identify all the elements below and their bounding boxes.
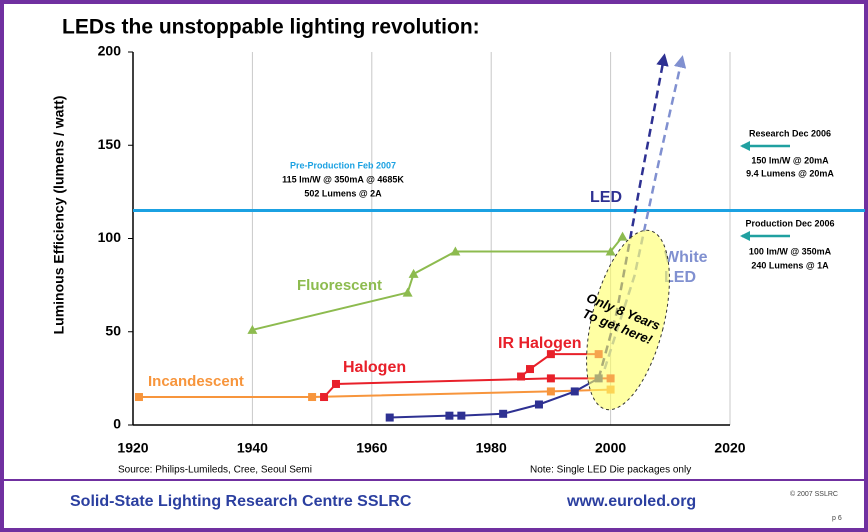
annotation: 100 lm/W @ 350mA (749, 246, 832, 256)
y-tick-label: 150 (98, 136, 122, 152)
point (320, 393, 328, 401)
point (547, 387, 555, 395)
point (457, 412, 465, 420)
chart-title: LEDs the unstoppable lighting revolution… (62, 16, 480, 39)
annotation: 9.4 Lumens @ 20mA (746, 168, 834, 178)
point (135, 393, 143, 401)
point (526, 365, 534, 373)
footnote: Note: Single LED Die packages only (530, 465, 691, 476)
point (499, 410, 507, 418)
y-tick-label: 200 (98, 43, 122, 59)
x-tick-label: 1980 (476, 440, 507, 456)
annotation: 240 Lumens @ 1A (751, 260, 829, 270)
point (535, 400, 543, 408)
series-label: Halogen (343, 359, 406, 376)
copyright: © 2007 SSLRC (790, 490, 838, 498)
x-tick-label: 1920 (117, 440, 148, 456)
footer-org: Solid-State Lighting Research Centre SSL… (70, 493, 412, 510)
y-tick-label: 50 (105, 322, 121, 338)
source-note: Source: Philips-Lumileds, Cree, Seoul Se… (118, 465, 312, 476)
x-tick-label: 2000 (595, 440, 626, 456)
footer-url: www.euroled.org (566, 493, 696, 510)
annotation: 502 Lumens @ 2A (304, 188, 382, 198)
y-tick-label: 0 (113, 416, 121, 432)
x-tick-label: 2020 (714, 440, 745, 456)
y-axis-label: Luminous Efficiency (lumens / watt) (51, 96, 67, 335)
series-label: LED (590, 189, 622, 206)
series-label: IR Halogen (498, 335, 582, 352)
point (517, 373, 525, 381)
point (332, 380, 340, 388)
point (308, 393, 316, 401)
annotation-title: Pre-Production Feb 2007 (290, 160, 396, 170)
y-tick-label: 100 (98, 229, 122, 245)
series-label-part: White (664, 249, 708, 266)
x-tick-label: 1940 (237, 440, 268, 456)
x-tick-label: 1960 (356, 440, 387, 456)
point (547, 374, 555, 382)
page-number: p 6 (832, 515, 842, 522)
slide: LEDs the unstoppable lighting revolution… (0, 0, 868, 532)
series-label: Fluorescent (297, 277, 382, 294)
annotation-title: Research Dec 2006 (749, 128, 831, 138)
annotation-title: Production Dec 2006 (745, 218, 834, 228)
series-label: Incandescent (148, 373, 244, 390)
point (386, 414, 394, 422)
annotation: 115 lm/W @ 350mA @ 4685K (282, 174, 404, 184)
point (445, 412, 453, 420)
point (571, 387, 579, 395)
annotation: 150 lm/W @ 20mA (751, 155, 829, 165)
